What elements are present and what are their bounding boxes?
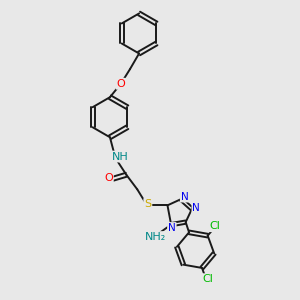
Text: N: N [192, 203, 200, 213]
Text: NH: NH [112, 152, 129, 162]
Text: O: O [104, 173, 113, 183]
Text: S: S [144, 199, 152, 209]
Text: Cl: Cl [202, 274, 213, 284]
Text: N: N [168, 223, 176, 233]
Text: Cl: Cl [209, 221, 220, 231]
Text: O: O [116, 79, 125, 89]
Text: NH₂: NH₂ [145, 232, 166, 242]
Text: N: N [181, 192, 188, 202]
